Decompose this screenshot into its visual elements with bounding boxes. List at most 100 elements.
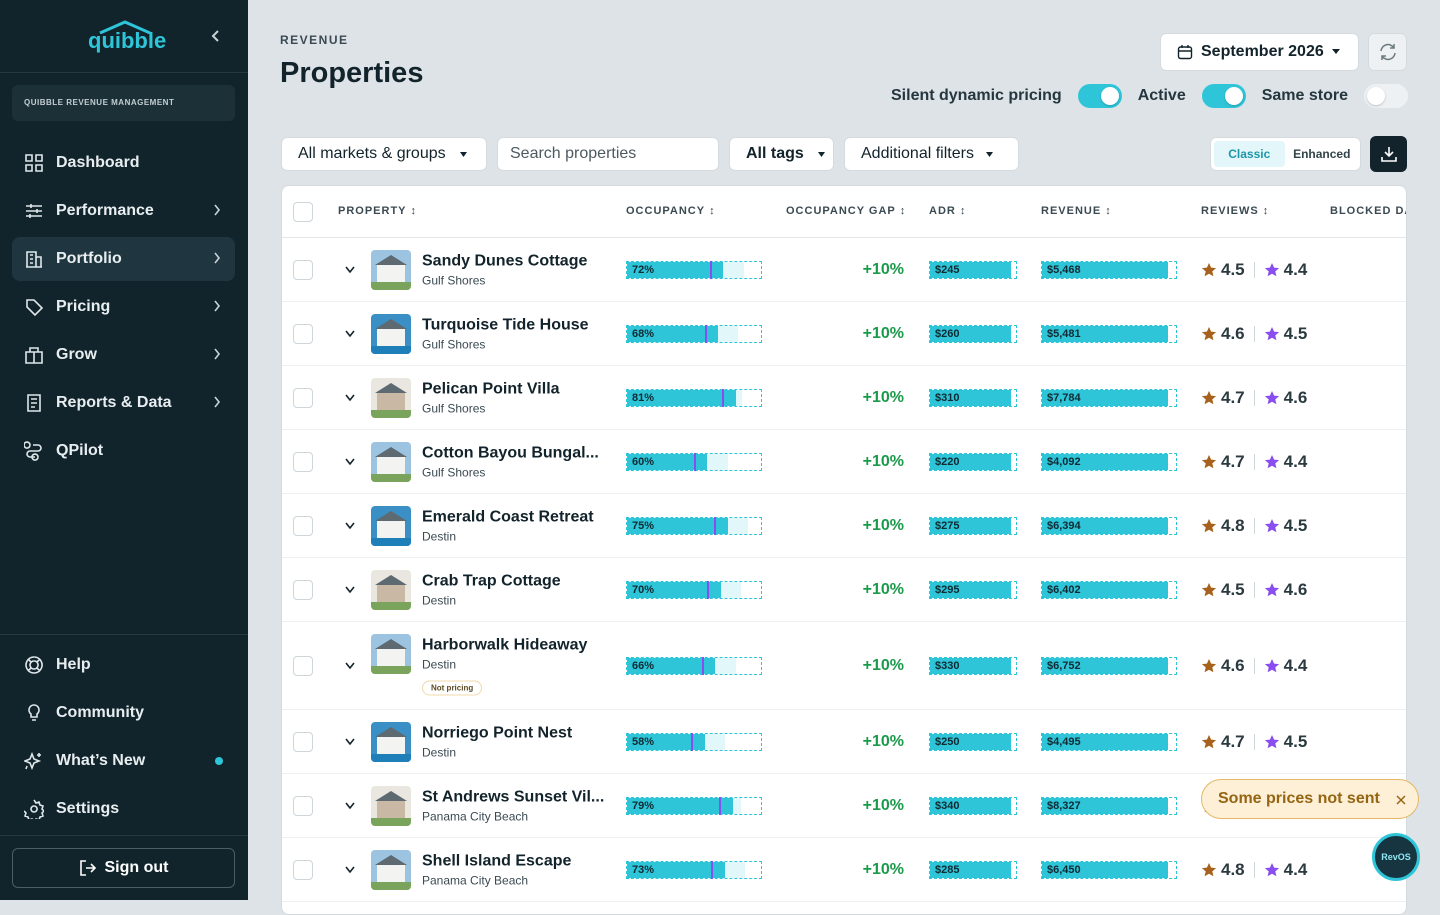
row-checkbox[interactable]	[293, 451, 313, 472]
expand-chevron[interactable]	[345, 330, 355, 338]
bar-label: 60%	[632, 455, 655, 468]
column-header[interactable]: BLOCKED DA	[1330, 205, 1406, 217]
expand-chevron[interactable]	[345, 662, 355, 670]
footer-nav-item[interactable]: What’s New	[12, 739, 235, 783]
table-row[interactable]: Harborwalk Hideaway Destin Not pricing 66% +…	[282, 622, 1406, 710]
date-picker[interactable]: September 2026	[1160, 33, 1359, 71]
nav-item[interactable]: Grow	[12, 333, 235, 377]
nav-item[interactable]: Performance	[12, 189, 235, 233]
table-row[interactable]: Crab Trap Cottage Destin 70% +10% $295 $6,402…	[282, 558, 1406, 622]
footer-nav-item[interactable]: Help	[12, 643, 235, 687]
expand-chevron[interactable]	[345, 866, 355, 874]
nav-icon	[24, 751, 42, 771]
expand-chevron[interactable]	[345, 738, 355, 746]
expand-chevron[interactable]	[345, 394, 355, 402]
table-row[interactable]: Emerald Coast Retreat Destin 75% +10% $275 $6…	[282, 494, 1406, 558]
sign-out-button[interactable]: Sign out	[12, 848, 235, 888]
additional-filters[interactable]: Additional filters	[844, 137, 1019, 171]
nav-item[interactable]: Portfolio	[12, 237, 235, 281]
column-header[interactable]: REVENUE ↕	[1041, 205, 1112, 217]
property-info: St Andrews Sunset Vil... Panama City Beac…	[422, 788, 607, 823]
row-checkbox[interactable]	[293, 259, 313, 280]
nav-label: Reports & Data	[56, 394, 172, 411]
date-label: September 2026	[1201, 43, 1324, 60]
toggle-switch[interactable]	[1201, 84, 1246, 108]
nav-item[interactable]: Dashboard	[12, 141, 235, 185]
table-row[interactable]: Turquoise Tide House Gulf Shores 68% +10% $2…	[282, 302, 1406, 366]
toggle-switch[interactable]	[1364, 84, 1408, 108]
value-bar: $310	[929, 388, 1017, 407]
value-bar: 68%	[626, 324, 762, 343]
view-tab[interactable]: Enhanced	[1293, 147, 1351, 161]
logo[interactable]: quibble	[88, 20, 166, 54]
column-title: OCCUPANCY GAP	[786, 205, 896, 217]
footer-nav-item[interactable]: Community	[12, 691, 235, 735]
row-checkbox[interactable]	[293, 323, 313, 344]
expand-chevron[interactable]	[345, 586, 355, 594]
property-name[interactable]: Sandy Dunes Cottage	[422, 252, 588, 269]
toast-close[interactable]	[1396, 795, 1406, 805]
row-checkbox[interactable]	[293, 859, 313, 880]
expand-chevron[interactable]	[345, 458, 355, 466]
table-row[interactable]: Shell Island Escape Panama City Beach 73% +…	[282, 838, 1406, 902]
nav-icon	[24, 799, 44, 819]
refresh-button[interactable]	[1368, 33, 1407, 71]
property-name[interactable]: Norriego Point Nest	[422, 724, 573, 741]
column-header[interactable]: ADR ↕	[929, 205, 966, 217]
view-tab[interactable]: Classic	[1214, 141, 1285, 167]
revos-button[interactable]: RevOS	[1372, 833, 1420, 881]
bar-label: $5,468	[1047, 263, 1081, 276]
property-name[interactable]: Pelican Point Villa	[422, 380, 560, 397]
review-star	[1264, 862, 1279, 876]
table-row[interactable]: Norriego Point Nest Destin 58% +10% $250 $4,4…	[282, 710, 1406, 774]
bar-label: $295	[935, 583, 960, 596]
markets-filter[interactable]: All markets & groups	[281, 137, 487, 171]
property-name[interactable]: St Andrews Sunset Vil...	[422, 788, 605, 805]
property-name[interactable]: Emerald Coast Retreat	[422, 508, 594, 525]
eyebrow: REVENUE	[280, 33, 349, 47]
row-checkbox[interactable]	[293, 515, 313, 536]
tags-filter[interactable]: All tags	[729, 137, 834, 171]
select-all-checkbox[interactable]	[293, 202, 313, 222]
table-row[interactable]: Cotton Bayou Bungal... Gulf Shores 60% +10%…	[282, 430, 1406, 494]
row-checkbox[interactable]	[293, 795, 313, 816]
column-header[interactable]: REVIEWS ↕	[1201, 205, 1269, 217]
column-header[interactable]: OCCUPANCY GAP ↕	[786, 205, 906, 217]
property-name[interactable]: Cotton Bayou Bungal...	[422, 444, 599, 461]
nav-icon-shape	[25, 347, 43, 364]
thumb-ground	[371, 281, 411, 290]
column-header[interactable]: OCCUPANCY ↕	[626, 205, 716, 217]
download-button[interactable]	[1370, 136, 1407, 172]
footer-nav-item[interactable]: Settings	[12, 787, 235, 831]
value-bar: $6,402	[1041, 580, 1177, 599]
expand-chevron[interactable]	[345, 522, 355, 530]
collapse-button[interactable]	[210, 29, 222, 43]
nav-item[interactable]: Pricing	[12, 285, 235, 329]
column-header[interactable]: PROPERTY ↕	[338, 205, 417, 217]
nav-label: Settings	[56, 800, 120, 817]
table-row[interactable]: Sandy Dunes Cottage Gulf Shores 72% +10% $24…	[282, 238, 1406, 302]
reviews: 4.6 4.5	[1201, 324, 1307, 344]
review-star-shape	[1264, 390, 1279, 404]
expand-chevron[interactable]	[345, 802, 355, 810]
nav-item[interactable]: QPilot	[12, 429, 235, 473]
expand-chevron[interactable]	[345, 266, 355, 274]
row-checkbox[interactable]	[293, 731, 313, 752]
nav-item[interactable]: Reports & Data	[12, 381, 235, 425]
org-selector[interactable]: QUIBBLE REVENUE MANAGEMENT	[12, 85, 235, 121]
search-input[interactable]: Search properties	[497, 137, 719, 171]
toggle-switch[interactable]	[1077, 84, 1122, 108]
property-name[interactable]: Shell Island Escape	[422, 852, 572, 869]
review-star-shape	[1264, 658, 1279, 672]
row-checkbox[interactable]	[293, 579, 313, 600]
property-name[interactable]: Harborwalk Hideaway	[422, 636, 588, 653]
nav-label: QPilot	[56, 442, 104, 459]
caret	[817, 151, 825, 157]
property-name[interactable]: Turquoise Tide House	[422, 316, 589, 333]
row-checkbox[interactable]	[293, 387, 313, 408]
table-row[interactable]: Pelican Point Villa Gulf Shores 81% +10% $31…	[282, 366, 1406, 430]
property-name[interactable]: Crab Trap Cottage	[422, 572, 561, 589]
property-location: Panama City Beach	[422, 809, 529, 823]
sidebar: quibble QUIBBLE REVENUE MANAGEMENT Sign …	[0, 0, 248, 900]
row-checkbox[interactable]	[293, 655, 313, 676]
